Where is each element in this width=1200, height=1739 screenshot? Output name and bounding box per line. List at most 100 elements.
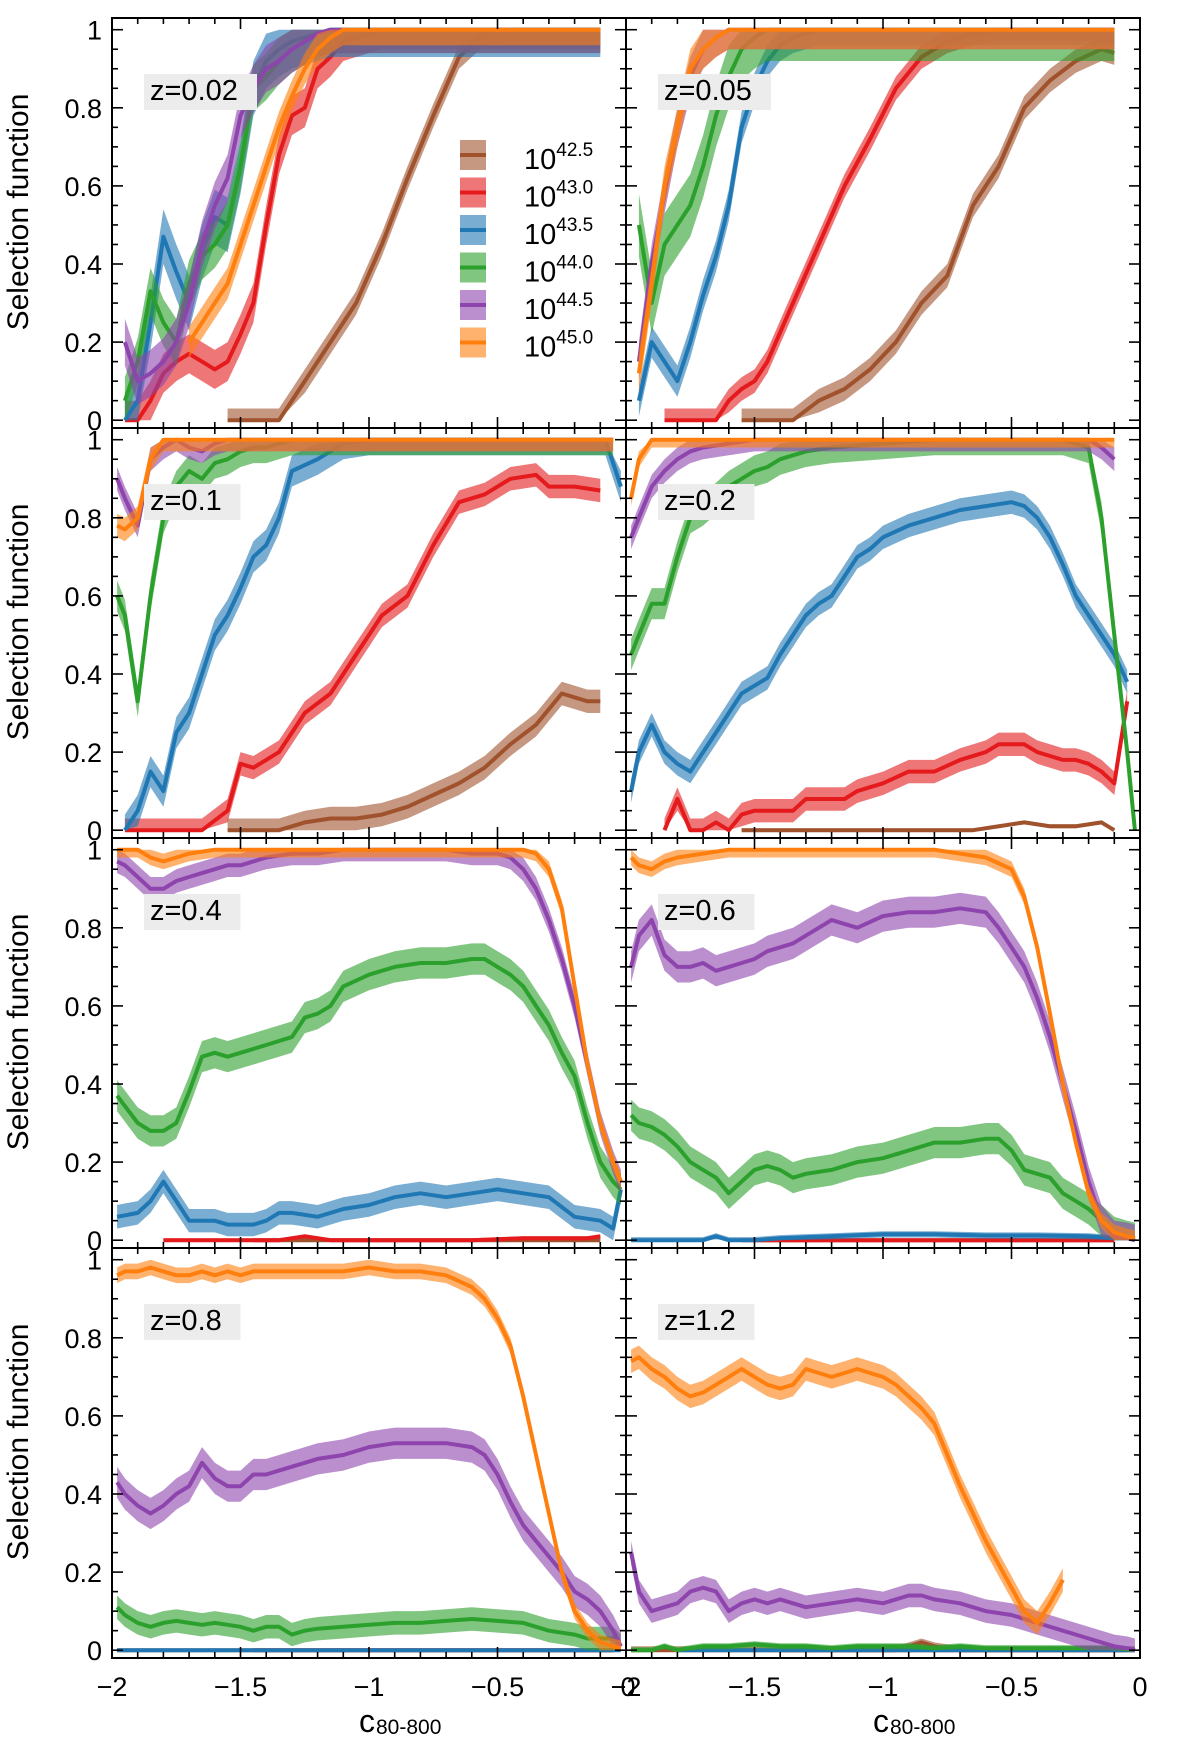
line-45.0 — [116, 437, 614, 532]
line-43.0 — [163, 1234, 601, 1243]
x-tick-label: −1.5 — [728, 1672, 781, 1702]
panel-z-0-2: z=0.2 — [625, 427, 1141, 839]
redshift-label: z=0.1 — [144, 484, 241, 520]
legend-label: 1044.5 — [524, 290, 593, 326]
redshift-text: z=0.05 — [664, 75, 752, 107]
x-tick-label: −2 — [611, 1672, 642, 1702]
x-tick-label: 0 — [1132, 1672, 1147, 1702]
line-44.0 — [115, 1605, 623, 1648]
panel-z-0-1: 0 0.2 0.4 0.6 0.8 1 z=0.1 — [64, 426, 627, 846]
line-44.0 — [629, 1113, 1136, 1241]
redshift-label: z=0.02 — [144, 74, 257, 110]
y-tick-label: 0.8 — [64, 1324, 102, 1354]
y-tick-label: 0 — [87, 406, 102, 436]
series-group — [636, 27, 1115, 423]
legend-label: 1042.5 — [524, 140, 593, 176]
panel-z-0-05: z=0.05 — [625, 17, 1141, 429]
y-tick-label: 1 — [87, 836, 102, 866]
line-45.0 — [116, 1265, 622, 1651]
y-tick-label: 1 — [87, 1246, 102, 1276]
x-axis-label-right-sub: 80-800 — [890, 1716, 955, 1739]
band-44.5 — [631, 1540, 1135, 1651]
panels-layer: 00.20.40.60.81z=0.021042.51043.01043.510… — [64, 16, 1147, 1702]
y-tick-label: 0.2 — [64, 1558, 102, 1588]
x-tick-label: −1 — [354, 1672, 385, 1702]
legend-label: 1043.0 — [524, 178, 593, 214]
panel-z-0-8: 0 0.2 0.4 0.6 0.8 1 −2 −1.5 −1 −0.5 0 z=0.8 — [64, 1246, 635, 1702]
y-tick-label: 0 — [87, 1636, 102, 1666]
y-axis-label-row-2: Selection function — [2, 504, 35, 741]
redshift-text: z=0.6 — [664, 895, 736, 927]
redshift-text: z=0.2 — [664, 485, 736, 517]
series-group — [122, 27, 601, 423]
series-group — [115, 437, 623, 833]
y-tick-label: 0.2 — [64, 1148, 102, 1178]
line-45.0 — [630, 1355, 1065, 1625]
x-tick-label: −0.5 — [471, 1672, 524, 1702]
line-44.5 — [115, 1441, 623, 1648]
redshift-label: z=0.6 — [658, 894, 755, 930]
x-axis-label-left: c — [359, 1703, 375, 1739]
y-tick-label: 0.8 — [64, 94, 102, 124]
line-43.5 — [629, 500, 1130, 792]
panel-z-0-6: z=0.6 — [625, 837, 1141, 1249]
redshift-label: z=0.8 — [144, 1304, 241, 1340]
legend-label: 1045.0 — [524, 328, 593, 364]
y-tick-label: 0.6 — [64, 992, 102, 1022]
band-44.0 — [631, 1099, 1135, 1241]
band-44.0 — [638, 29, 1115, 335]
x-tick-label: 0 — [620, 1672, 635, 1702]
line-43.5 — [631, 1232, 1136, 1243]
line-43.0 — [124, 472, 601, 833]
panel-z-0-02: 00.20.40.60.81z=0.021042.51043.01043.510… — [64, 16, 627, 436]
line-45.0 — [187, 27, 601, 344]
ticks — [625, 838, 1141, 1248]
redshift-text: z=1.2 — [664, 1305, 736, 1337]
band-43.5 — [631, 490, 1128, 803]
redshift-text: z=0.8 — [150, 1305, 222, 1337]
line-42.5 — [741, 820, 1116, 833]
y-tick-label: 0.6 — [64, 582, 102, 612]
redshift-label: z=0.4 — [144, 894, 241, 930]
y-tick-label: 0.8 — [64, 504, 102, 534]
legend-item-44.0: 1044.0 — [460, 252, 593, 289]
y-axis-label-row-1: Selection function — [2, 94, 35, 331]
legend-label: 1043.5 — [524, 215, 593, 251]
series-group — [629, 437, 1137, 833]
legend-item-42.5: 1042.5 — [460, 140, 593, 176]
line-45.0 — [636, 27, 1115, 374]
y-tick-label: 0.6 — [64, 1402, 102, 1432]
y-axis-label-row-4: Selection function — [2, 1324, 35, 1561]
series-group — [629, 847, 1136, 1243]
y-tick-label: 0.4 — [64, 1480, 102, 1510]
y-axis-label-row-3: Selection function — [2, 914, 35, 1151]
band-42.5 — [741, 37, 1115, 421]
x-axis-label-left-sub: 80-800 — [376, 1716, 441, 1739]
legend-label: 1044.0 — [524, 253, 593, 289]
line-44.0 — [631, 1642, 1136, 1653]
x-axis-label-right: c — [873, 1703, 889, 1739]
y-tick-label: 0 — [87, 816, 102, 846]
series-group — [629, 1345, 1136, 1653]
line-43.0 — [662, 700, 1130, 833]
y-tick-label: 0 — [87, 1226, 102, 1256]
line-42.5 — [741, 47, 1115, 423]
band-45.0 — [189, 29, 601, 358]
band-45.0 — [117, 439, 614, 542]
band-44.5 — [631, 439, 1115, 549]
redshift-text: z=0.02 — [150, 75, 238, 107]
y-tick-label: 0.6 — [64, 172, 102, 202]
series-group — [115, 1259, 623, 1653]
band-45.0 — [631, 439, 1115, 507]
band-43.5 — [124, 439, 621, 831]
x-tick-label: −1.5 — [214, 1672, 267, 1702]
redshift-label: z=0.2 — [658, 484, 755, 520]
y-tick-label: 0.4 — [64, 660, 102, 690]
x-axis-label-left-main: c — [359, 1703, 375, 1739]
y-tick-label: 0.8 — [64, 914, 102, 944]
y-tick-label: 0.2 — [64, 328, 102, 358]
line-43.5 — [116, 1179, 623, 1231]
line-45.0 — [629, 847, 1136, 1241]
